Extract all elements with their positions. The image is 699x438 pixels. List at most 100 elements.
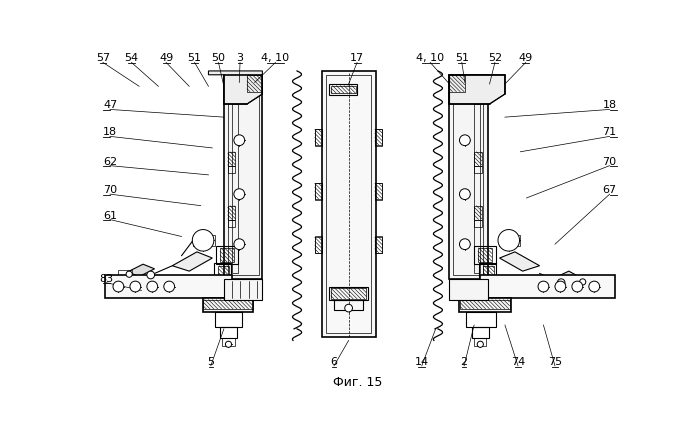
Bar xyxy=(375,129,382,146)
Bar xyxy=(449,76,465,92)
Bar xyxy=(472,328,489,338)
Polygon shape xyxy=(208,72,262,105)
Bar xyxy=(231,105,238,274)
Circle shape xyxy=(538,282,549,292)
Bar xyxy=(331,288,366,299)
Circle shape xyxy=(498,230,519,251)
Bar xyxy=(105,276,231,298)
Bar xyxy=(315,129,322,146)
Text: 2: 2 xyxy=(461,356,468,366)
Circle shape xyxy=(225,341,231,348)
Circle shape xyxy=(234,135,245,146)
Text: 50: 50 xyxy=(212,53,226,64)
Bar xyxy=(499,235,520,246)
Circle shape xyxy=(130,282,140,292)
Bar xyxy=(329,287,368,301)
Text: 61: 61 xyxy=(103,210,117,220)
Text: 6: 6 xyxy=(331,356,338,366)
Bar xyxy=(334,301,363,310)
Polygon shape xyxy=(128,265,154,277)
Text: 4, 10: 4, 10 xyxy=(261,53,289,64)
Bar xyxy=(214,263,231,279)
Text: 57: 57 xyxy=(96,53,110,64)
Text: 49: 49 xyxy=(519,53,533,64)
Text: 54: 54 xyxy=(124,53,138,64)
Bar xyxy=(203,300,253,309)
Polygon shape xyxy=(449,76,505,105)
Circle shape xyxy=(113,282,124,292)
Text: 51: 51 xyxy=(455,53,469,64)
Text: 18: 18 xyxy=(103,127,117,137)
Circle shape xyxy=(555,282,565,292)
Bar xyxy=(315,183,322,200)
Bar xyxy=(220,248,234,262)
Text: 52: 52 xyxy=(488,53,502,64)
Bar xyxy=(474,166,482,174)
Bar xyxy=(478,248,492,262)
Text: 75: 75 xyxy=(548,356,562,366)
Bar xyxy=(315,184,322,199)
Bar xyxy=(375,238,382,253)
Bar xyxy=(375,183,382,200)
Bar xyxy=(460,300,510,309)
Text: 83: 83 xyxy=(99,273,113,283)
Circle shape xyxy=(164,282,175,292)
Text: 70: 70 xyxy=(603,156,617,166)
Text: 47: 47 xyxy=(103,100,117,110)
Text: Фиг. 15: Фиг. 15 xyxy=(333,375,382,388)
Bar xyxy=(331,86,356,94)
Circle shape xyxy=(557,279,565,287)
Bar xyxy=(449,76,488,279)
Bar xyxy=(215,312,242,328)
Bar xyxy=(459,298,511,312)
Bar xyxy=(474,152,482,166)
Bar xyxy=(326,76,371,333)
Circle shape xyxy=(459,135,470,146)
Circle shape xyxy=(126,272,132,278)
Bar xyxy=(375,130,382,145)
Bar xyxy=(480,276,615,298)
Bar xyxy=(474,246,496,265)
Bar xyxy=(375,184,382,199)
Text: 14: 14 xyxy=(415,356,428,366)
Bar xyxy=(315,238,322,253)
Bar xyxy=(329,85,357,95)
Polygon shape xyxy=(500,252,540,272)
Bar xyxy=(449,279,488,301)
Bar xyxy=(479,263,496,279)
Bar xyxy=(580,279,594,286)
Bar xyxy=(322,72,375,337)
Bar xyxy=(222,338,235,346)
Text: 71: 71 xyxy=(603,127,617,137)
Text: 17: 17 xyxy=(350,53,364,64)
Bar xyxy=(224,279,262,301)
Bar xyxy=(474,220,482,228)
Circle shape xyxy=(459,189,470,200)
Circle shape xyxy=(579,279,586,285)
Bar xyxy=(315,237,322,254)
Bar xyxy=(315,130,322,145)
Circle shape xyxy=(192,230,214,251)
Bar xyxy=(224,76,262,279)
Text: 70: 70 xyxy=(103,185,117,194)
Bar xyxy=(228,206,236,220)
Circle shape xyxy=(589,282,600,292)
Circle shape xyxy=(234,239,245,250)
Circle shape xyxy=(234,189,245,200)
Polygon shape xyxy=(172,252,212,272)
Text: 3: 3 xyxy=(236,53,243,64)
Polygon shape xyxy=(557,272,584,285)
Bar xyxy=(228,220,236,228)
Bar xyxy=(228,166,236,174)
Bar xyxy=(247,76,262,92)
Bar xyxy=(118,271,132,279)
Circle shape xyxy=(147,272,154,279)
Text: 51: 51 xyxy=(187,53,201,64)
Bar xyxy=(474,105,480,274)
Bar xyxy=(228,79,259,276)
Text: 18: 18 xyxy=(603,100,617,110)
Bar xyxy=(375,237,382,254)
Circle shape xyxy=(572,282,583,292)
Bar xyxy=(484,266,494,276)
Circle shape xyxy=(147,282,158,292)
